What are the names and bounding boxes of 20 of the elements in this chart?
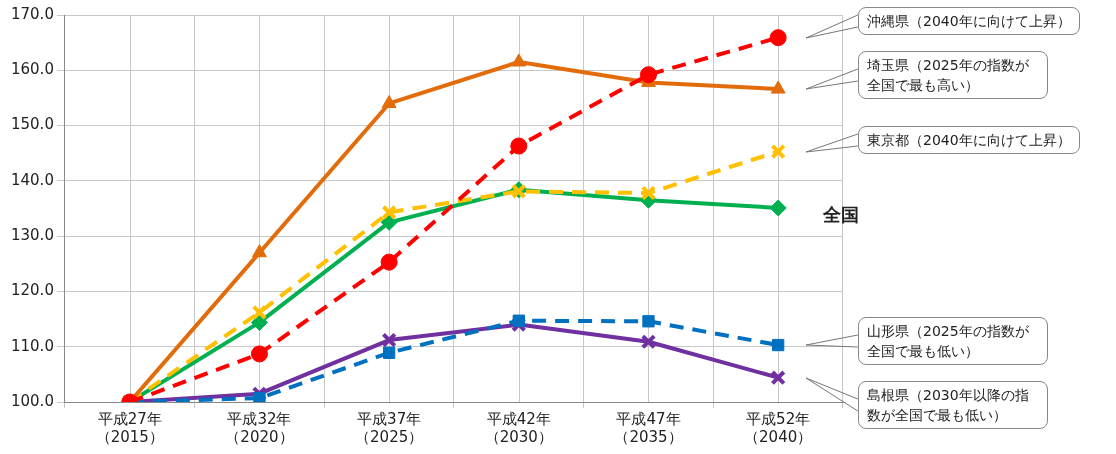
text: 全国 <box>823 202 859 227</box>
text: 島根県（2030年以降の指数が全国で最も低い） <box>858 380 1048 429</box>
x-tick-label: 平成47年（2035） <box>614 409 683 446</box>
x-tick-label: 平成32年（2020） <box>225 409 294 446</box>
x-tick-label: 平成27年（2015） <box>95 409 164 446</box>
y-tick-label: 150.0 <box>10 115 54 134</box>
y-tick-label: 110.0 <box>10 336 54 355</box>
text: 埼玉県（2025年の指数が全国で最も高い） <box>858 51 1048 100</box>
x-tick-label: 平成42年（2030） <box>484 409 553 446</box>
y-tick-label: 170.0 <box>10 4 54 23</box>
x-tick-label: 平成52年（2040） <box>744 409 813 446</box>
text: 東京都（2040年に向けて上昇） <box>858 125 1080 154</box>
text: 沖縄県（2040年に向けて上昇） <box>858 6 1080 35</box>
y-tick-label: 130.0 <box>10 226 54 245</box>
y-tick-label: 120.0 <box>10 281 54 300</box>
x-tick-label: 平成37年（2025） <box>355 409 424 446</box>
text: 山形県（2025年の指数が全国で最も低い） <box>858 317 1048 366</box>
y-tick-label: 160.0 <box>10 60 54 79</box>
y-tick-label: 140.0 <box>10 170 54 189</box>
y-tick-label: 100.0 <box>10 391 54 410</box>
